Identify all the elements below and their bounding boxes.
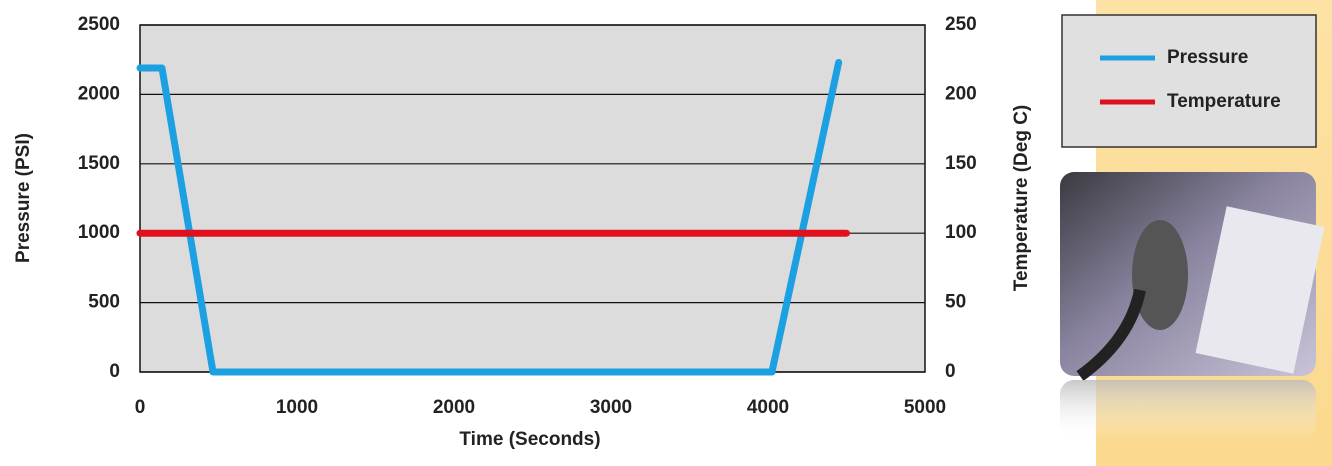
y-tick-label: 0: [109, 361, 120, 382]
x-tick-label: 5000: [904, 397, 946, 418]
y2-tick-label: 0: [945, 361, 956, 382]
y-axis-label: Pressure (PSI): [13, 133, 34, 263]
photo: [1060, 172, 1325, 440]
y2-tick-label: 50: [945, 292, 966, 313]
y2-tick-label: 100: [945, 222, 977, 243]
y-tick-label: 500: [88, 292, 120, 313]
y2-tick-label: 150: [945, 153, 977, 174]
y-tick-label: 2000: [78, 83, 120, 104]
y-tick-label: 2500: [78, 14, 120, 35]
y2-tick-label: 200: [945, 83, 977, 104]
legend-label: Pressure: [1167, 47, 1248, 68]
legend: Pressure Temperature: [1062, 15, 1316, 147]
y2-axis-label: Temperature (Deg C): [1011, 105, 1032, 292]
x-tick-label: 4000: [747, 397, 789, 418]
legend-label: Temperature: [1167, 91, 1281, 112]
x-tick-label: 2000: [433, 397, 475, 418]
y2-tick-label: 250: [945, 14, 977, 35]
x-tick-label: 1000: [276, 397, 318, 418]
x-tick-label: 0: [135, 397, 146, 418]
y-tick-label: 1000: [78, 222, 120, 243]
y-tick-label: 1500: [78, 153, 120, 174]
x-axis-label: Time (Seconds): [459, 429, 600, 450]
x-tick-label: 3000: [590, 397, 632, 418]
page: Pressure Temperature Time (Seconds) Press…: [0, 0, 1332, 466]
